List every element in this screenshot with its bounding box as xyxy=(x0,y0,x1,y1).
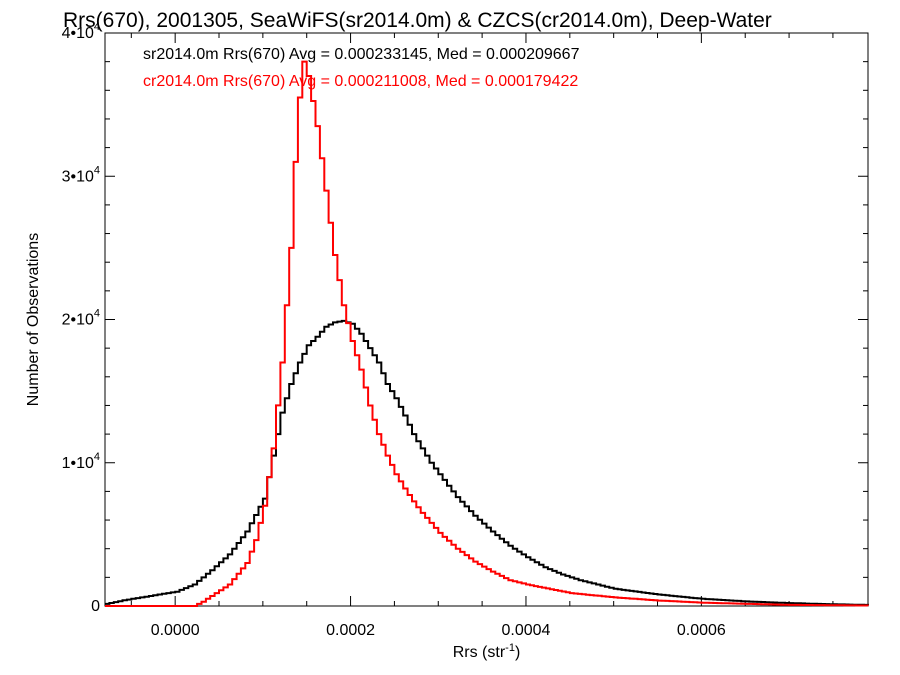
y-tick-exponent: 4 xyxy=(94,21,100,33)
x-axis-title-text: Rrs (str xyxy=(453,644,506,661)
x-axis-title: Rrs (str-1) xyxy=(453,642,521,661)
legend-entry-0: sr2014.0m Rrs(670) Avg = 0.000233145, Me… xyxy=(143,46,580,63)
x-tick-label: 0.0006 xyxy=(677,622,726,639)
x-tick-label: 0.0004 xyxy=(501,622,550,639)
x-axis-title-superscript: -1 xyxy=(505,642,515,654)
y-tick-exponent: 4 xyxy=(94,308,100,320)
y-tick-exponent: 4 xyxy=(94,164,100,176)
series-line-1 xyxy=(105,60,869,607)
y-axis-title: Number of Observations xyxy=(25,233,42,406)
y-tick-label: 0 xyxy=(91,598,100,615)
series-line-0 xyxy=(105,319,869,606)
chart-title: Rrs(670), 2001305, SeaWiFS(sr2014.0m) & … xyxy=(63,9,772,32)
y-tick-exponent: 4 xyxy=(94,451,100,463)
legend-entry-1: cr2014.0m Rrs(670) Avg = 0.000211008, Me… xyxy=(143,73,578,90)
y-tick-mantissa: 3•10 xyxy=(62,168,94,185)
y-tick-label: 1•104 xyxy=(62,451,100,472)
x-tick-label: 0.0000 xyxy=(151,622,200,639)
tick-labels: 0.0000 0.0002 0.0004 0.000601•1042•1043•104… xyxy=(62,21,726,639)
x-axis-title-close: ) xyxy=(515,644,520,661)
y-tick-label: 4•104 xyxy=(62,21,100,42)
y-tick-label: 3•104 xyxy=(62,164,100,185)
y-tick-label: 2•104 xyxy=(62,308,100,329)
legend: sr2014.0m Rrs(670) Avg = 0.000233145, Me… xyxy=(143,46,580,90)
y-tick-mantissa: 2•10 xyxy=(62,312,94,329)
series-lines xyxy=(105,60,869,607)
y-tick-mantissa: 1•10 xyxy=(62,455,94,472)
plot-frame xyxy=(104,32,869,607)
y-tick-mantissa: 4•10 xyxy=(62,25,94,42)
x-tick-label: 0.0002 xyxy=(326,622,375,639)
axis-ticks xyxy=(105,32,868,607)
y-tick-mantissa: 0 xyxy=(91,598,100,615)
